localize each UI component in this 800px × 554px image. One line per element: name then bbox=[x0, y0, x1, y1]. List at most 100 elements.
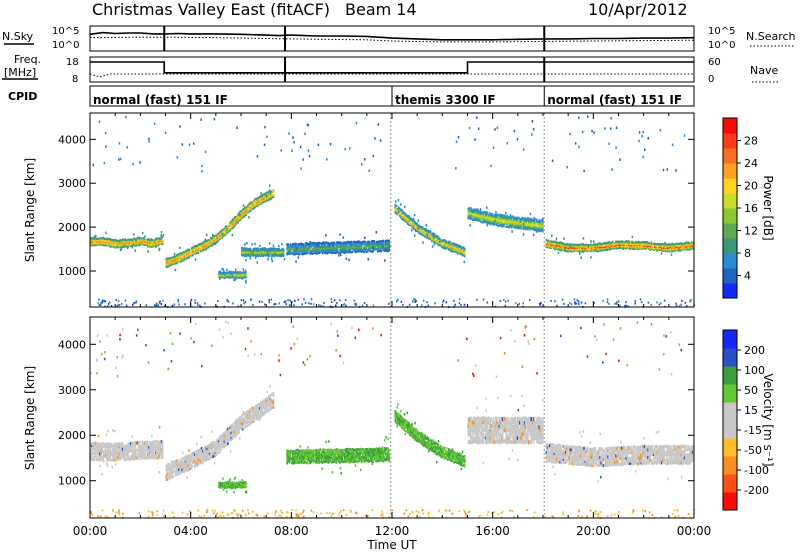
power-mark-0 bbox=[106, 239, 108, 242]
power-scatter-4 bbox=[385, 248, 387, 251]
velocity-mark-1 bbox=[202, 447, 204, 451]
power-scatter-2 bbox=[229, 272, 231, 276]
power-mark-3 bbox=[253, 250, 256, 253]
velocity-mark-1 bbox=[205, 445, 208, 449]
power-clutter bbox=[503, 298, 505, 301]
power-mark-3 bbox=[260, 249, 263, 252]
power-mark-6 bbox=[505, 216, 507, 219]
power-mark-7 bbox=[641, 243, 644, 246]
power-mark-7 bbox=[659, 248, 662, 251]
power-mark-7 bbox=[577, 244, 580, 246]
power-mark-1 bbox=[200, 247, 203, 250]
velocity-mark-0 bbox=[148, 453, 150, 457]
power-mark-6 bbox=[499, 221, 502, 224]
power-mark-0 bbox=[143, 243, 146, 246]
power-clutter bbox=[177, 298, 179, 301]
power-mark-7 bbox=[610, 242, 613, 245]
velocity-mark-1 bbox=[197, 456, 200, 460]
power-mark-0 bbox=[120, 240, 123, 243]
power-sparse bbox=[474, 138, 476, 141]
power-mark-4 bbox=[325, 248, 327, 251]
velocity-mark-0 bbox=[129, 442, 132, 445]
velocity-mark-0 bbox=[132, 457, 134, 461]
power-mark-4 bbox=[286, 248, 288, 251]
power-mark-5 bbox=[429, 232, 432, 235]
power-mark-3 bbox=[244, 251, 247, 254]
power-mark-4 bbox=[317, 247, 319, 250]
power-mark-7 bbox=[611, 243, 614, 246]
power-mark-4 bbox=[348, 244, 350, 248]
power-mark-1 bbox=[248, 204, 251, 206]
power-mark-6 bbox=[484, 213, 487, 216]
power-mark-5 bbox=[397, 212, 400, 215]
freq-left-label-2: [MHz] bbox=[4, 66, 36, 79]
power-clutter bbox=[539, 304, 541, 307]
power-mark-7 bbox=[616, 243, 618, 245]
power-clutter bbox=[243, 302, 245, 305]
power-mark-6 bbox=[514, 226, 517, 229]
velocity-mark-0 bbox=[134, 448, 137, 452]
power-mark-5 bbox=[394, 203, 397, 206]
velocity-mark-0 bbox=[104, 448, 107, 452]
velocity-mark-0 bbox=[109, 452, 112, 456]
velocity-mark-0 bbox=[93, 458, 96, 462]
velocity-mark-1 bbox=[206, 455, 209, 459]
power-mark-6 bbox=[485, 216, 488, 219]
power-mark-2 bbox=[233, 276, 236, 279]
power-mark-7 bbox=[690, 241, 693, 244]
power-mark-1 bbox=[240, 217, 243, 220]
power-sparse bbox=[132, 162, 134, 166]
power-mark-7 bbox=[622, 247, 624, 250]
velocity-mark-1 bbox=[186, 463, 188, 467]
power-mark-7 bbox=[687, 241, 689, 244]
velocity-mark-0 bbox=[143, 453, 146, 457]
velocity-mark-0 bbox=[115, 453, 117, 456]
power-mark-0 bbox=[92, 242, 94, 245]
power-mark-6 bbox=[520, 227, 522, 230]
power-mark-5 bbox=[424, 233, 426, 236]
velocity-mark-1 bbox=[180, 471, 182, 475]
velocity-mark-0 bbox=[117, 442, 120, 446]
power-mark-7 bbox=[666, 245, 669, 248]
velocity-mark-0 bbox=[90, 452, 92, 456]
power-mark-1 bbox=[189, 252, 192, 255]
velocity-mark-0 bbox=[118, 455, 121, 459]
power-scatter-6 bbox=[529, 212, 532, 216]
power-mark-6 bbox=[535, 221, 537, 224]
velocity-mark-1 bbox=[220, 434, 222, 438]
velocity-mark-1 bbox=[176, 470, 179, 473]
power-mark-1 bbox=[243, 216, 245, 218]
power-clutter bbox=[361, 304, 364, 307]
power-mark-4 bbox=[375, 242, 378, 245]
power-sparse bbox=[164, 131, 167, 135]
power-mark-3 bbox=[265, 248, 268, 251]
power-scatter-5 bbox=[404, 205, 406, 208]
power-mark-7 bbox=[648, 247, 650, 250]
power-mark-5 bbox=[437, 241, 440, 244]
power-mark-7 bbox=[602, 246, 605, 249]
power-mark-1 bbox=[202, 248, 204, 251]
power-scatter-5 bbox=[431, 245, 434, 248]
power-mark-2 bbox=[229, 271, 232, 274]
power-sparse bbox=[98, 120, 101, 123]
power-mark-6 bbox=[536, 219, 538, 222]
power-mark-4 bbox=[297, 246, 300, 249]
power-sparse bbox=[192, 142, 195, 145]
power-mark-0 bbox=[119, 241, 122, 243]
power-mark-5 bbox=[415, 226, 417, 229]
velocity-mark-0 bbox=[141, 454, 143, 458]
power-mark-4 bbox=[319, 247, 322, 250]
power-mark-4 bbox=[386, 243, 388, 246]
power-mark-6 bbox=[533, 228, 536, 231]
power-mark-0 bbox=[159, 241, 162, 244]
power-mark-6 bbox=[489, 220, 491, 223]
power-mark-0 bbox=[96, 243, 99, 246]
power-sparse bbox=[513, 129, 516, 133]
power-mark-0 bbox=[112, 241, 115, 243]
power-mark-3 bbox=[276, 248, 279, 250]
power-mark-0 bbox=[103, 242, 106, 245]
power-mark-1 bbox=[254, 200, 257, 203]
power-mark-1 bbox=[223, 234, 226, 237]
velocity-mark-1 bbox=[213, 449, 215, 453]
power-clutter bbox=[550, 300, 552, 302]
